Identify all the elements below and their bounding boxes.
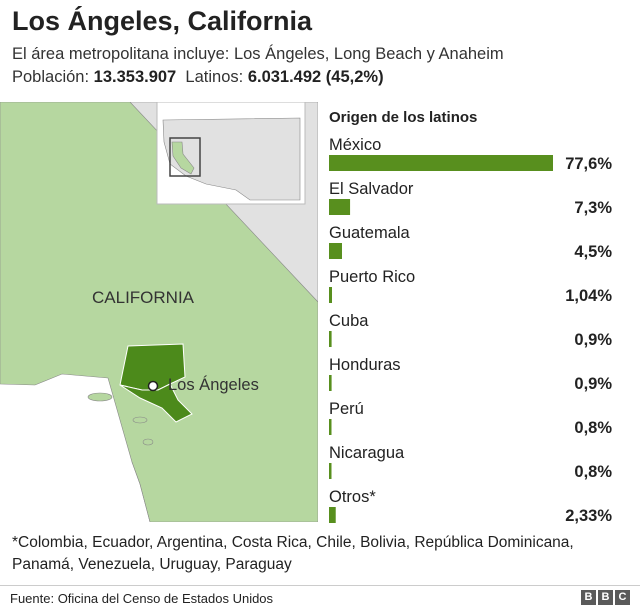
value-label: 2,33% [565,507,612,525]
value-label: 7,3% [574,199,612,217]
bar [329,463,332,479]
bar [329,287,333,303]
category-label: Puerto Rico [329,268,415,286]
category-label: El Salvador [329,180,414,198]
island-shape [132,416,148,424]
category-label: Otros* [329,488,376,506]
footnote: *Colombia, Ecuador, Argentina, Costa Ric… [12,534,574,573]
category-label: Honduras [329,356,401,374]
bar [329,331,332,347]
value-label: 0,8% [574,463,612,481]
category-label: Guatemala [329,224,411,242]
logo-letter: B [598,590,613,605]
inset-california [171,141,195,175]
bar [329,199,351,215]
bar [329,375,332,391]
inset-highlight-box [169,137,201,177]
bbc-logo: B B C [581,590,630,605]
latinos-label: Latinos: [185,68,244,86]
subtitle: El área metropolitana incluye: Los Ángel… [12,45,504,63]
population-label: Población: [12,68,90,86]
population-stats: Población: 13.353.907 Latinos: 6.031.492… [12,68,384,87]
source-text: Fuente: Oficina del Censo de Estados Uni… [10,591,274,606]
latinos-value: 6.031.492 (45,2%) [247,68,384,86]
value-label: 1,04% [565,287,612,305]
city-marker [147,380,159,392]
origin-bar-chart: Origen de los latinos México 77,6% El Salv… [329,109,612,525]
chart-title: Origen de los latinos [329,109,477,126]
bar [329,155,553,171]
bar [329,243,342,259]
page-title: Los Ángeles, California [12,6,313,36]
bar [329,507,336,523]
city-label: Los Ángeles [168,375,259,394]
category-label: México [329,136,381,154]
california-map: CALIFORNIA Los Ángeles [0,102,318,522]
value-label: 0,8% [574,419,612,437]
island-shape [87,392,113,402]
logo-letter: C [615,590,630,605]
value-label: 77,6% [565,155,612,173]
value-label: 0,9% [574,375,612,393]
category-label: Nicaragua [329,444,405,462]
value-label: 0,9% [574,331,612,349]
state-label: CALIFORNIA [92,288,195,307]
category-label: Perú [329,400,364,418]
bar [329,419,332,435]
logo-letter: B [581,590,596,605]
california-shape [0,102,318,522]
value-label: 4,5% [574,243,612,261]
footer-divider [0,585,640,586]
bars-group: México 77,6% El Salvador 7,3% Guatemala 4,5% P… [329,136,612,525]
population-value: 13.353.907 [93,68,177,86]
category-label: Cuba [329,312,369,330]
island-shape [142,438,154,446]
